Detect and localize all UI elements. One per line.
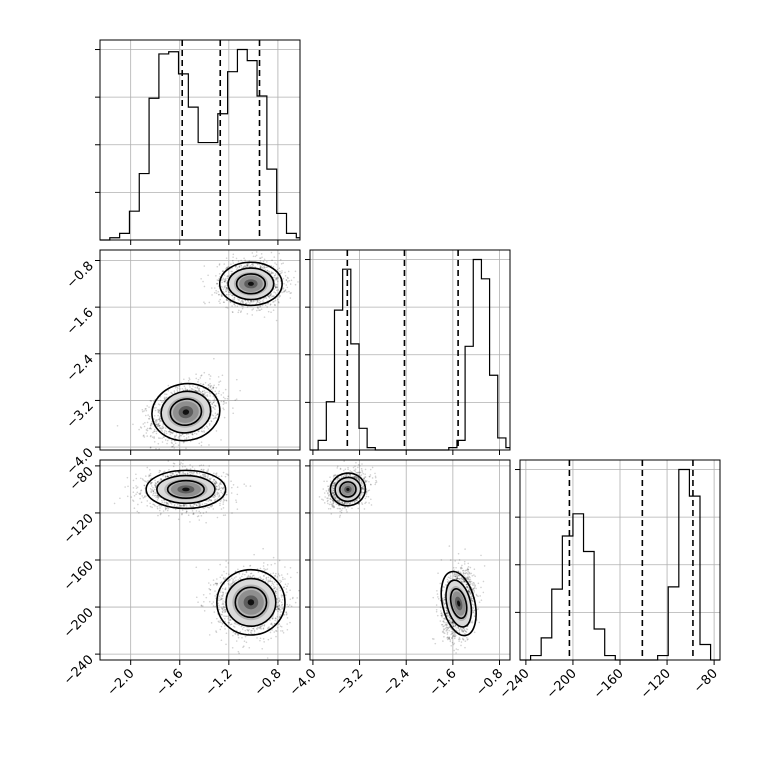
density-p0-p2-y-tick-label: −240	[61, 652, 97, 688]
density-p0-p1-y-tick-label: −1.6	[64, 305, 97, 338]
histogram-panel-p2: −240 −200 −160 −120 −80	[497, 459, 721, 702]
contour-line	[329, 472, 367, 507]
density-p0-p2-y-tick-label: −160	[61, 558, 97, 594]
density-fill	[182, 409, 190, 415]
density-p0-p2-x-tick-label: −2.0	[105, 666, 138, 699]
contour-line	[151, 382, 221, 442]
histogram-panel-p0	[95, 39, 301, 245]
density-p0-p2-y-tick-label: −200	[61, 605, 97, 641]
contour-line	[166, 479, 205, 499]
histogram-p0	[100, 48, 300, 241]
density-panel-p1-p2: −4.0 −3.2 −2.4 −1.6 −0.8	[287, 459, 511, 699]
hist-p2-x-tick-label: −200	[544, 666, 580, 702]
density-p1-p2-x-tick-label: −3.2	[333, 666, 366, 699]
hist-p2-x-tick-label: −120	[638, 666, 674, 702]
density-fill	[247, 281, 254, 286]
density-body	[318, 460, 486, 654]
density-fill	[346, 487, 350, 491]
axes-frame	[99, 249, 301, 451]
contour-line	[169, 398, 203, 426]
density-panel-p0-p2: −2.0 −1.6 −1.2 −0.8−240−200−160−120−80	[61, 459, 301, 699]
contour-line	[235, 273, 267, 295]
density-body	[113, 460, 300, 660]
density-p0-p2-x-tick-label: −1.2	[203, 666, 236, 699]
hist-p2-x-tick-label: −240	[497, 666, 533, 702]
contour-line	[339, 481, 357, 498]
density-p0-p2-x-tick-label: −0.8	[252, 666, 285, 699]
histogram-p2	[520, 468, 720, 661]
density-p1-p2-x-tick-label: −2.4	[380, 666, 413, 699]
contour-line	[225, 577, 277, 627]
contour-line	[449, 588, 468, 620]
contour-line	[445, 579, 473, 628]
density-p0-p1-y-tick-label: −3.2	[64, 399, 97, 432]
density-body	[116, 251, 299, 450]
density-fill	[182, 487, 190, 492]
contour-line	[234, 586, 268, 619]
contour-line	[334, 476, 362, 503]
density-p0-p2-y-tick-label: −120	[61, 511, 97, 547]
density-p1-p2-x-tick-label: −1.6	[427, 666, 460, 699]
contour-line	[440, 570, 477, 637]
contour-line	[227, 267, 275, 301]
contour-line	[156, 474, 216, 505]
hist-p2-x-tick-label: −160	[591, 666, 627, 702]
contour-line	[160, 390, 212, 434]
hist-p2-x-tick-label: −80	[691, 666, 721, 696]
axes-frame	[99, 39, 301, 241]
density-p0-p1-y-tick-label: −2.4	[64, 352, 97, 385]
histogram-panel-p1	[305, 249, 511, 455]
density-p0-p2-x-tick-label: −1.6	[154, 666, 187, 699]
density-p1-p2-x-tick-label: −4.0	[287, 666, 320, 699]
contour-line	[218, 261, 283, 307]
density-fill	[457, 600, 461, 607]
contour-line	[216, 568, 286, 636]
axes-frame	[309, 249, 511, 451]
density-p0-p1-y-tick-label: −0.8	[64, 259, 97, 292]
contour-line	[145, 469, 227, 510]
density-fill	[247, 599, 255, 606]
density-panel-p0-p1: −4.0−3.2−2.4−1.6−0.8	[64, 249, 301, 478]
